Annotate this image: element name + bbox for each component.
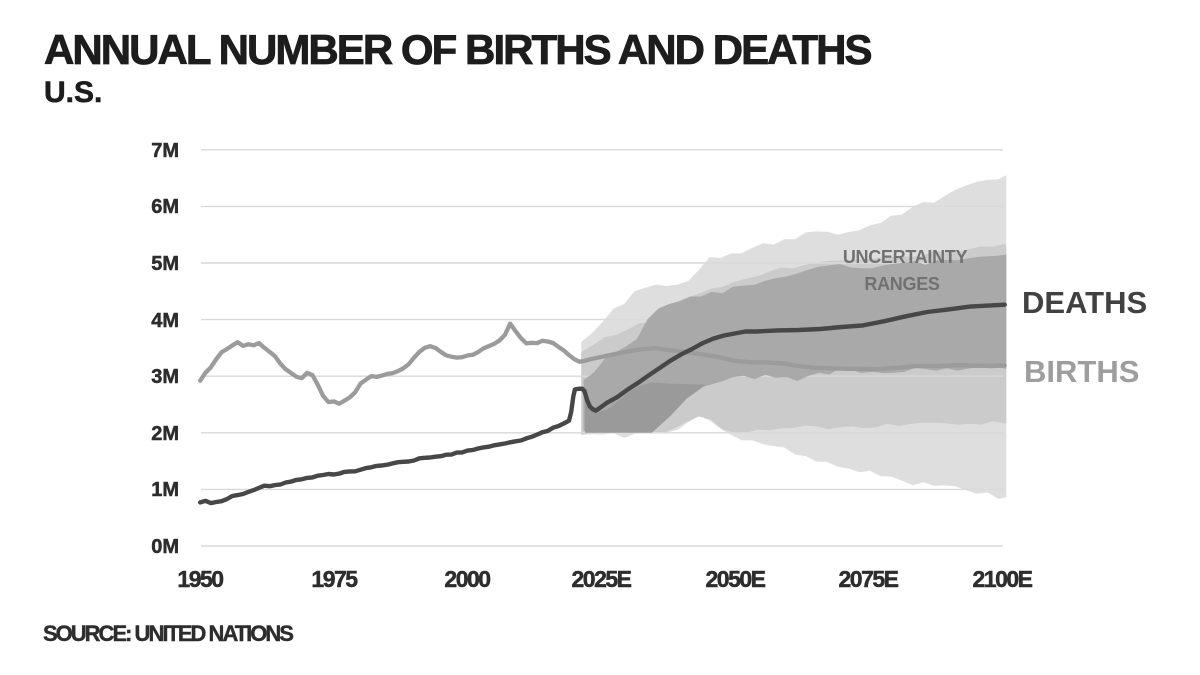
svg-text:1975: 1975 (311, 566, 358, 592)
svg-text:2075E: 2075E (838, 566, 898, 592)
svg-text:5M: 5M (151, 253, 179, 275)
svg-text:7M: 7M (151, 140, 179, 162)
svg-text:2025E: 2025E (571, 566, 631, 592)
svg-text:2M: 2M (151, 423, 179, 445)
svg-text:UNCERTAINTY: UNCERTAINTY (843, 247, 968, 267)
svg-text:1950: 1950 (177, 566, 223, 592)
svg-text:6M: 6M (151, 196, 179, 218)
svg-text:RANGES: RANGES (864, 274, 940, 294)
svg-text:4M: 4M (151, 310, 179, 332)
svg-text:0M: 0M (151, 536, 179, 558)
svg-text:DEATHS: DEATHS (1022, 285, 1147, 320)
svg-text:2100E: 2100E (972, 566, 1032, 592)
svg-text:2000: 2000 (444, 566, 490, 592)
svg-text:BIRTHS: BIRTHS (1024, 354, 1139, 389)
svg-text:2050E: 2050E (705, 566, 765, 592)
svg-text:1M: 1M (151, 479, 179, 501)
svg-text:3M: 3M (151, 366, 179, 388)
